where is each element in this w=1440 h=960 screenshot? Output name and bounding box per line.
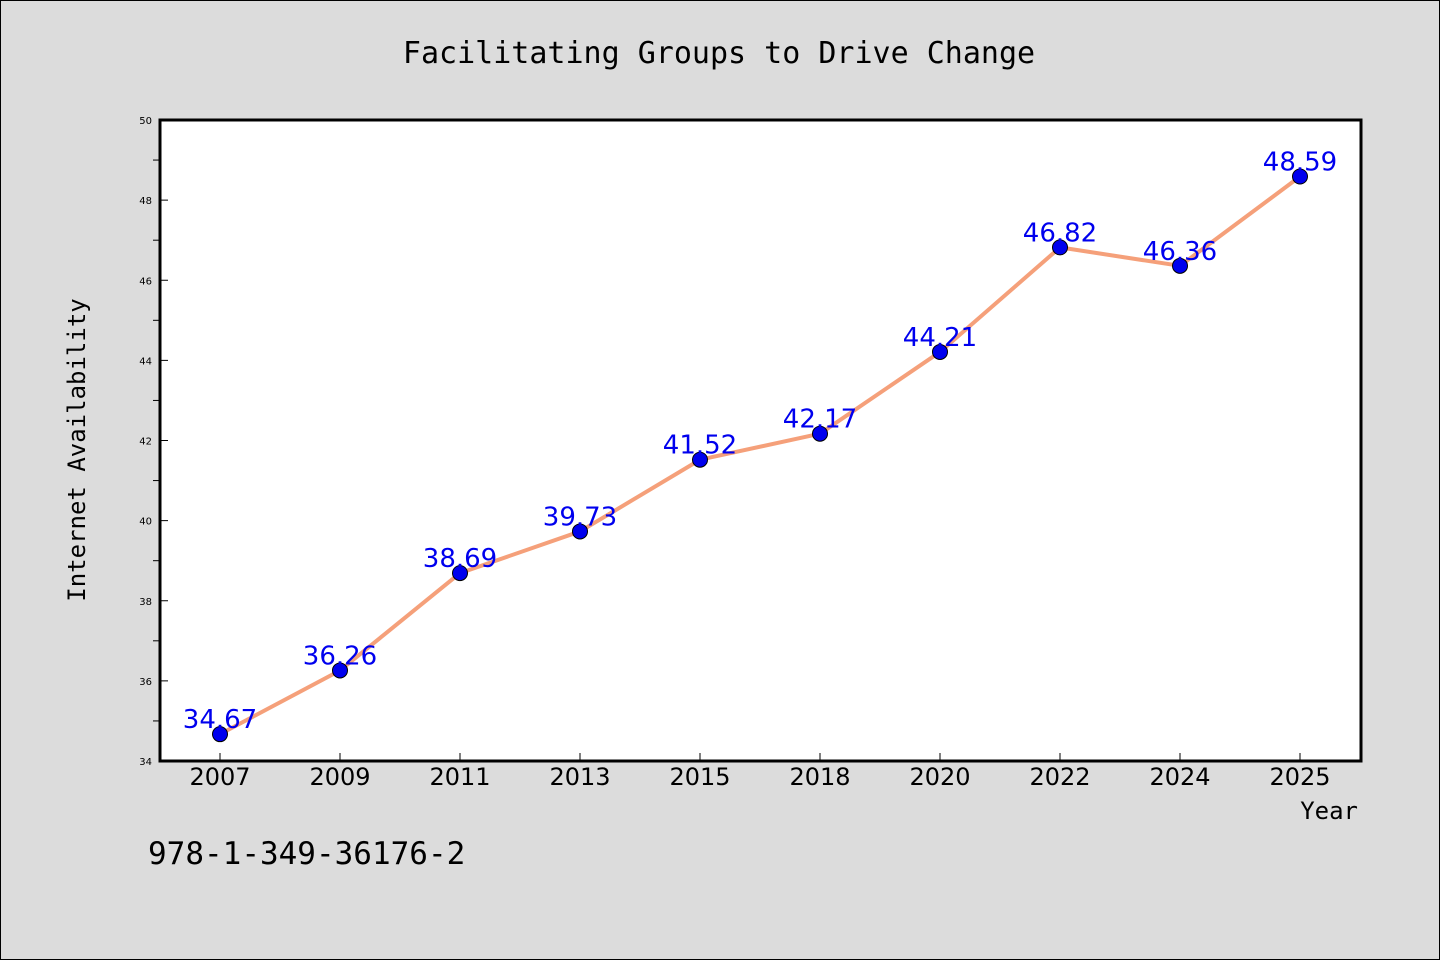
x-tick-label: 2015 — [669, 763, 730, 791]
data-label: 44.21 — [903, 323, 977, 353]
y-tick-label: 46 — [139, 276, 152, 287]
data-point — [932, 343, 948, 360]
data-label: 46.36 — [1143, 237, 1217, 267]
y-tick-label: 50 — [139, 116, 152, 127]
data-point — [332, 662, 348, 679]
y-tick-label: 40 — [139, 517, 152, 528]
y-axis-label: Internet Availability — [63, 298, 91, 601]
y-tick-label: 34 — [139, 757, 152, 768]
axis-ticks: 2007 2009 2011 2013 2015 2018 2020 2022 2024 2025… — [139, 116, 1330, 791]
series-line — [218, 174, 1302, 737]
data-point — [1052, 239, 1068, 256]
data-point — [572, 523, 588, 540]
data-point — [1292, 168, 1308, 185]
plot-border — [158, 118, 1363, 763]
y-tick-label: 48 — [139, 196, 152, 207]
x-tick-label: 2025 — [1269, 763, 1330, 791]
data-label: 38.69 — [423, 544, 497, 574]
x-tick-label: 2007 — [189, 763, 250, 791]
x-tick-label: 2011 — [429, 763, 490, 791]
data-point — [1172, 257, 1188, 274]
data-point — [692, 451, 708, 468]
y-tick-label: 36 — [139, 677, 152, 688]
data-label: 36.26 — [303, 641, 377, 671]
x-tick-label: 2020 — [909, 763, 970, 791]
x-tick-label: 2024 — [1149, 763, 1210, 791]
x-tick-label: 2009 — [309, 763, 370, 791]
y-tick-label: 42 — [139, 437, 152, 448]
data-point — [452, 565, 468, 582]
isbn-text: 978-1-349-36176-2 — [148, 836, 465, 872]
x-tick-label: 2022 — [1029, 763, 1090, 791]
chart-title: Facilitating Groups to Drive Change — [403, 36, 1035, 71]
x-axis-label: Year — [1300, 797, 1358, 825]
data-label: 39.73 — [543, 502, 617, 532]
data-label: 42.17 — [783, 405, 857, 435]
data-point — [212, 726, 228, 743]
data-label: 34.67 — [183, 705, 257, 735]
y-tick-label: 38 — [139, 597, 152, 608]
x-tick-label: 2018 — [789, 763, 850, 791]
data-label: 41.52 — [663, 431, 737, 461]
data-label: 46.82 — [1023, 218, 1097, 248]
data-point — [812, 425, 828, 442]
series-group: 34.67 36.26 38.69 39.73 41.52 42.17 44.21 46.82… — [183, 147, 1337, 743]
x-tick-label: 2013 — [549, 763, 610, 791]
y-tick-label: 44 — [139, 356, 152, 367]
data-label: 48.59 — [1263, 147, 1337, 177]
